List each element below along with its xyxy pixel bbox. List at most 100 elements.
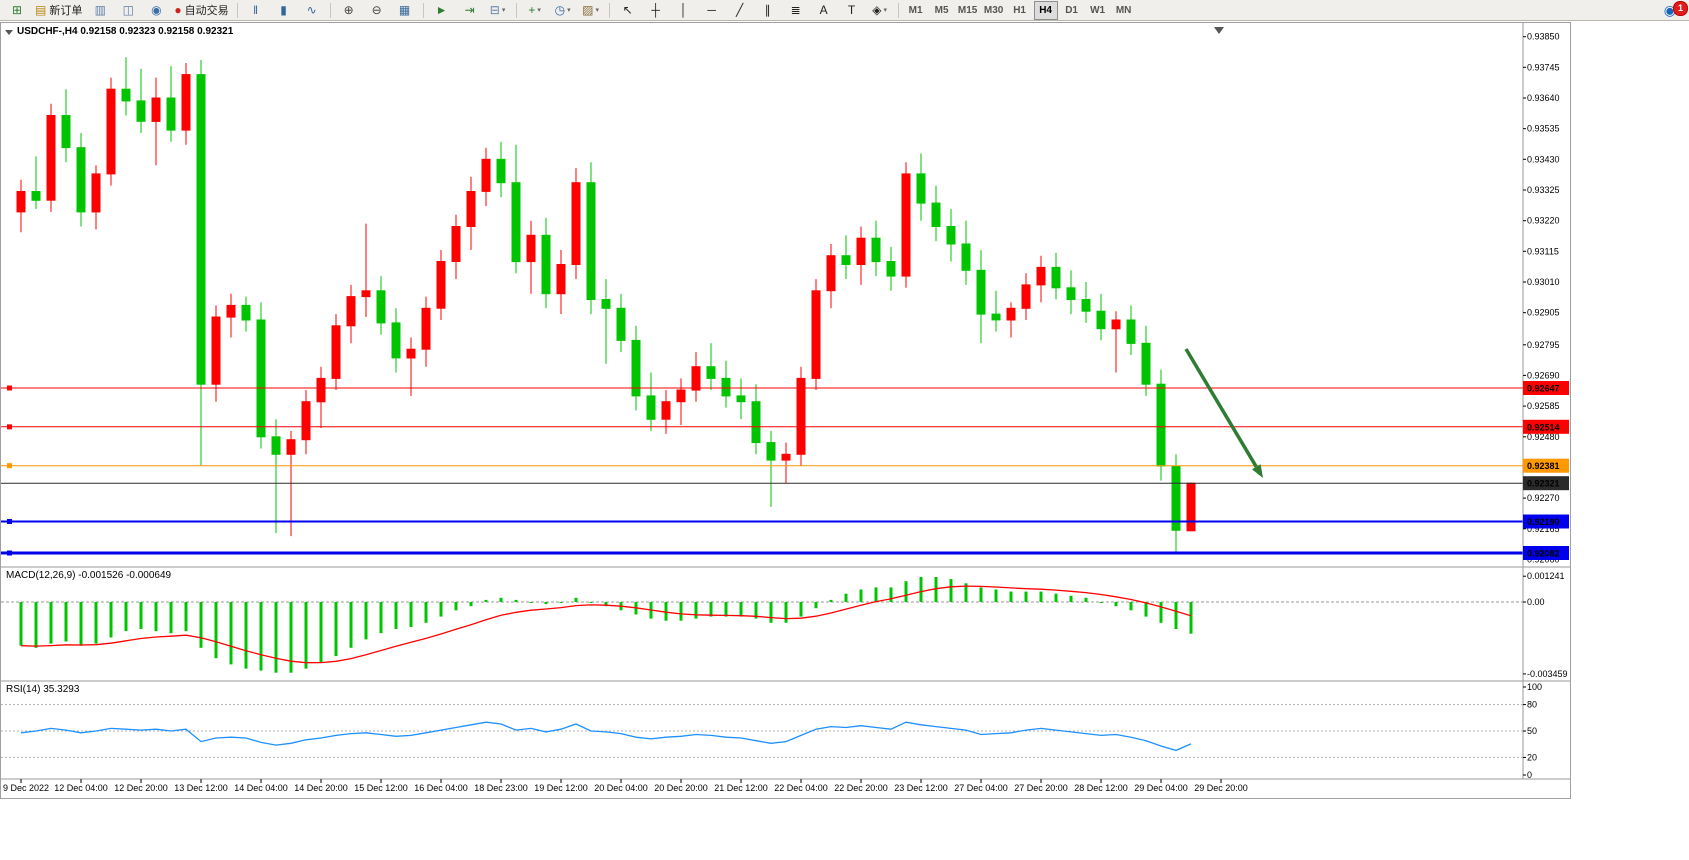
timeframe-button-h4[interactable]: H4 [1033, 0, 1058, 20]
svg-text:0.92585: 0.92585 [1527, 401, 1560, 411]
tile-windows-icon[interactable]: ▦ [391, 0, 419, 20]
hline-handle[interactable] [7, 550, 12, 556]
candlestick-icon-glyph: ▮ [280, 3, 287, 17]
bar-chart-icon[interactable]: ‖ [242, 0, 270, 20]
notification-count-badge: 1 [1672, 0, 1688, 16]
one-click-trading-toggle-icon[interactable] [5, 30, 13, 35]
templates-icon[interactable]: ▨ ▾ [577, 0, 605, 20]
candlesticks [16, 57, 1196, 554]
timeframe-button-m30[interactable]: M30 [983, 4, 1004, 16]
cursor-icon-glyph: ↖ [622, 3, 633, 17]
svg-text:0.92381: 0.92381 [1527, 461, 1560, 471]
chart-shift-marker-icon[interactable] [1214, 27, 1224, 34]
toolbar-separator [329, 2, 331, 18]
chart-shift-icon[interactable]: ⇥ [456, 0, 484, 20]
time-label: 18 Dec 23:00 [474, 783, 528, 793]
svg-text:0.93115: 0.93115 [1527, 246, 1559, 256]
data-window-icon[interactable]: ◫ [114, 0, 142, 20]
vertical-line-icon[interactable]: │ [670, 0, 698, 20]
indicators-icon[interactable]: + ▾ [521, 0, 549, 20]
timeframe-button-m1[interactable]: M1 [908, 4, 923, 16]
text-icon-glyph: A [819, 3, 828, 17]
time-label: 20 Dec 20:00 [654, 783, 708, 793]
horizontal-lines[interactable] [1, 385, 1523, 556]
chart-shift-icon-glyph: ⇥ [464, 3, 475, 17]
notifications-button[interactable]: ◉ 1 [1663, 0, 1688, 19]
macd-histogram [19, 577, 1193, 673]
time-label: 14 Dec 20:00 [294, 783, 348, 793]
svg-text:0.93430: 0.93430 [1527, 154, 1560, 164]
sound-alerts-icon-glyph: ◉ [151, 3, 162, 17]
community-icon: ◉ [1663, 1, 1676, 18]
time-label: 27 Dec 20:00 [1014, 783, 1068, 793]
horizontal-line-icon[interactable]: ─ [698, 0, 726, 20]
autotrading-glyph: ● [174, 3, 182, 17]
crosshair-icon[interactable]: ┼ [642, 0, 670, 20]
trendline-icon[interactable]: ╱ [726, 0, 754, 20]
channel-icon[interactable]: ∥ [754, 0, 782, 20]
indicators-icon-glyph: + [528, 3, 536, 17]
chevron-down-icon: ▾ [537, 7, 541, 14]
price-axis[interactable]: 0.93850 0.93745 0.93640 0.93535 0.93430 0.933… [1523, 32, 1560, 565]
timeframe-button-d1[interactable]: D1 [1065, 4, 1078, 16]
timeframe-button-m5[interactable]: M5 [934, 4, 949, 16]
svg-text:0.92514: 0.92514 [1527, 422, 1560, 432]
periods-icon[interactable]: ◷ ▾ [549, 0, 577, 20]
macd-axis-label: 0.00 [1527, 597, 1545, 607]
crosshair-icon-glyph: ┼ [651, 3, 660, 17]
new-window-icon-glyph: ⊟ [489, 3, 500, 17]
time-label: 29 Dec 04:00 [1134, 783, 1188, 793]
cursor-icon[interactable]: ↖ [614, 0, 642, 20]
time-label: 29 Dec 20:00 [1194, 783, 1248, 793]
line-chart-icon[interactable]: ∿ [298, 0, 326, 20]
hline-handle[interactable] [7, 424, 12, 430]
text-icon[interactable]: A [810, 0, 838, 20]
sound-alerts-icon[interactable]: ◉ [142, 0, 170, 20]
candlestick-icon[interactable]: ▮ [270, 0, 298, 20]
svg-text:0.92690: 0.92690 [1527, 370, 1560, 380]
timeframe-button-m15[interactable]: M15 [957, 4, 978, 16]
new-window-icon[interactable]: ⊟ ▾ [484, 0, 512, 20]
svg-text:0.92270: 0.92270 [1527, 493, 1560, 503]
svg-text:0.92795: 0.92795 [1527, 340, 1560, 350]
svg-text:0.92321: 0.92321 [1527, 479, 1560, 489]
vertical-line-icon-glyph: │ [679, 3, 688, 17]
zoom-out-icon[interactable]: ⊖ [363, 0, 391, 20]
auto-scroll-icon[interactable]: ► [428, 0, 456, 20]
templates-icon-glyph: ▨ [582, 3, 594, 17]
time-label: 21 Dec 12:00 [714, 783, 768, 793]
timeframe-button-w1[interactable]: W1 [1090, 4, 1106, 16]
autotrading-button[interactable]: ● 自动交易 [170, 0, 232, 20]
zoom-in-icon-glyph: ⊕ [343, 3, 354, 17]
time-label: 15 Dec 12:00 [354, 783, 408, 793]
time-axis[interactable]: 9 Dec 2022 12 Dec 04:00 12 Dec 20:00 13 Dec… [3, 779, 1248, 793]
rsi-axis-label: 80 [1527, 700, 1537, 710]
time-label: 22 Dec 04:00 [774, 783, 828, 793]
new-order-glyph: ▤ [35, 3, 47, 17]
chart-profiles-icon[interactable]: ▥ [86, 0, 114, 20]
rsi-axis-label: 50 [1527, 726, 1537, 736]
label-icon[interactable]: T [838, 0, 866, 20]
new-chart-icon[interactable]: ⊞ [3, 0, 31, 20]
hline-handle[interactable] [7, 463, 12, 469]
hline-handle[interactable] [7, 518, 12, 524]
svg-text:0.93745: 0.93745 [1527, 62, 1560, 72]
svg-text:0.92905: 0.92905 [1527, 308, 1560, 318]
fibonacci-icon[interactable]: ≣ [782, 0, 810, 20]
autotrading-button-label: 自动交易 [184, 5, 229, 17]
time-label: 20 Dec 04:00 [594, 783, 648, 793]
new-order-button[interactable]: ▤ 新订单 [31, 0, 86, 20]
time-label: 23 Dec 12:00 [894, 783, 948, 793]
rsi-axis-label: 0 [1527, 770, 1532, 780]
timeframe-button-mn[interactable]: MN [1115, 4, 1132, 16]
chevron-down-icon: ▾ [501, 7, 506, 14]
macd-signal-line [20, 585, 1192, 664]
auto-scroll-icon-glyph: ► [435, 3, 448, 17]
chart-canvas[interactable]: 0.93850 0.93745 0.93640 0.93535 0.93430 0.933… [1, 23, 1570, 798]
trend-arrow[interactable] [1184, 348, 1263, 478]
hline-handle[interactable] [7, 385, 12, 391]
zoom-in-icon[interactable]: ⊕ [335, 0, 363, 20]
timeframe-button-h1[interactable]: H1 [1013, 4, 1026, 16]
shapes-icon[interactable]: ◈ ▾ [866, 0, 894, 20]
